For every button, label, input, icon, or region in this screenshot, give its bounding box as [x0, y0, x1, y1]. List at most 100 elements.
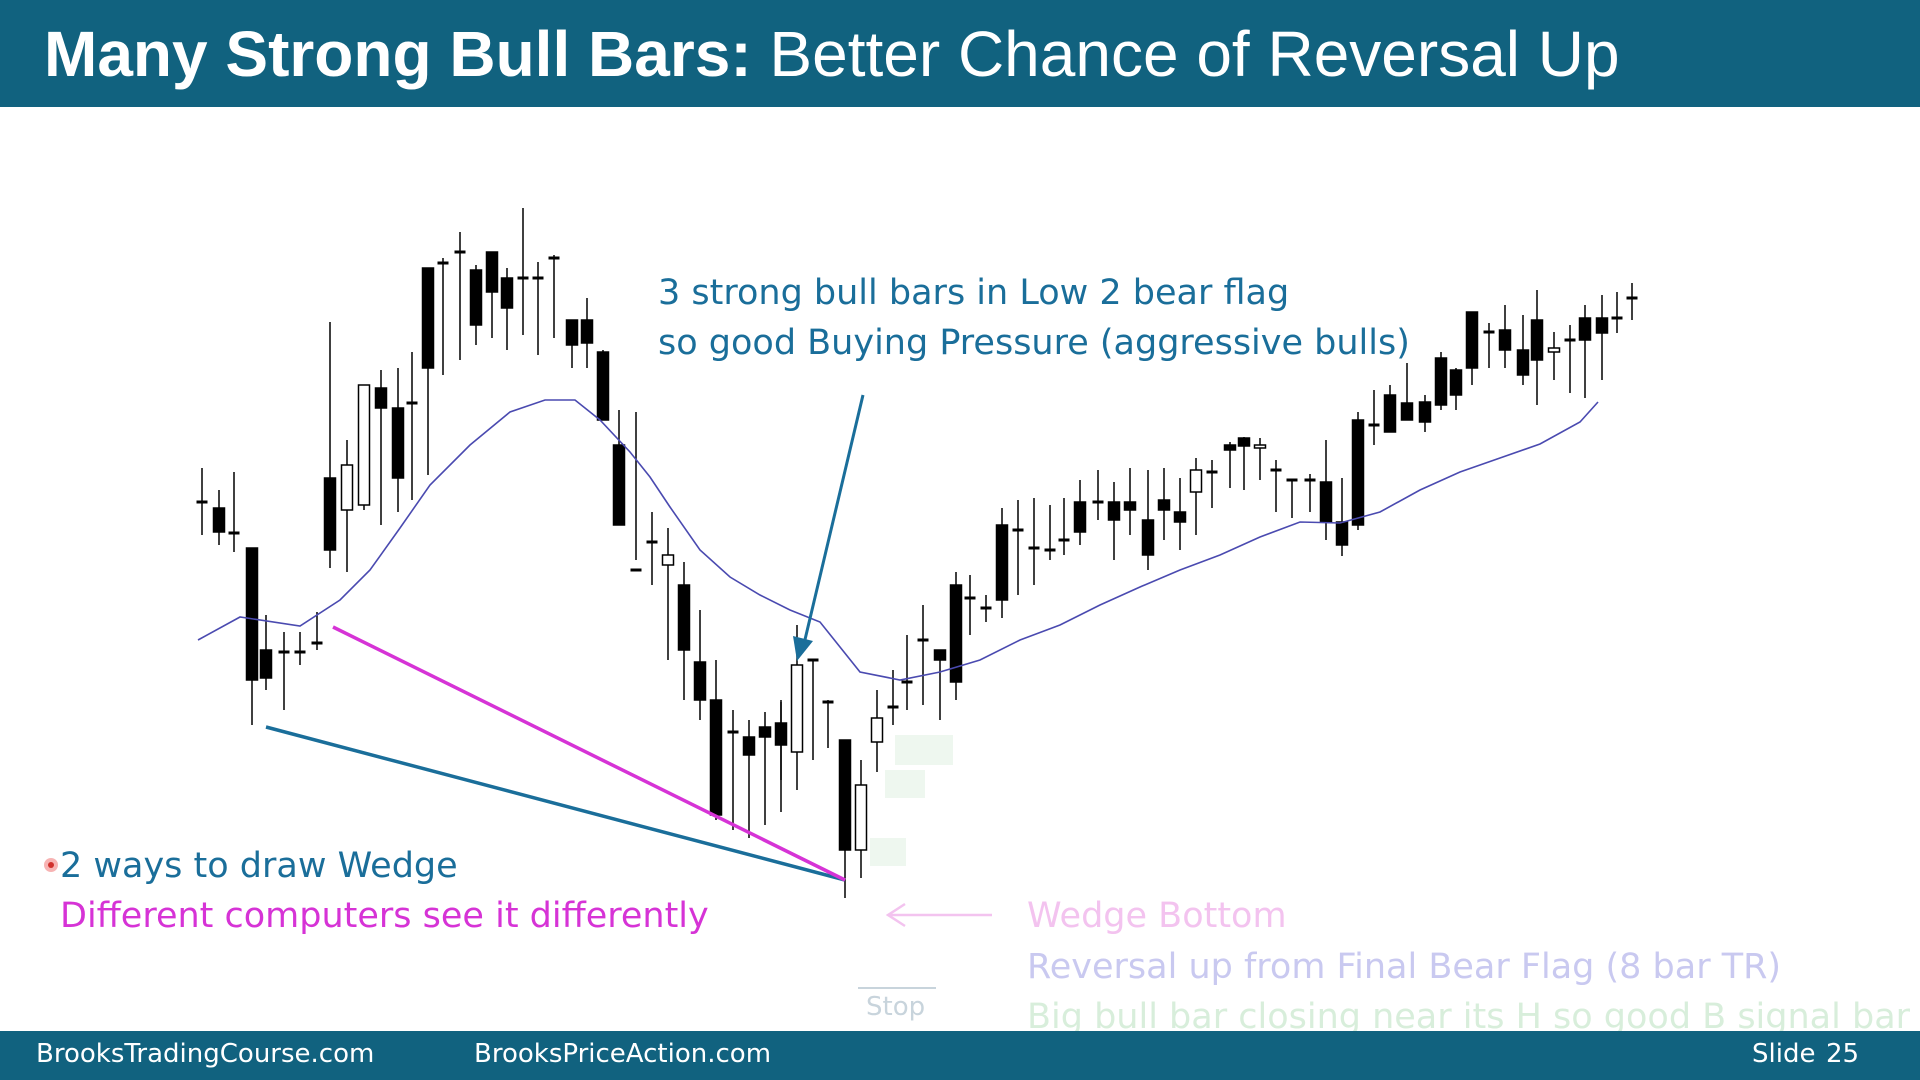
highlight-box: [885, 770, 925, 798]
down-arrow-icon: [793, 394, 865, 661]
footer-site-left: BrooksTradingCourse.com: [36, 1039, 375, 1069]
candle: [1206, 460, 1218, 508]
candle: [1044, 505, 1056, 560]
candle: [196, 468, 208, 535]
candle: [1611, 292, 1623, 333]
candles-layer: [196, 208, 1638, 898]
candle: [995, 508, 1009, 618]
candle-body: [1400, 402, 1414, 421]
candle: [854, 760, 868, 878]
candle: [1141, 470, 1155, 570]
wedge-computers-note: Different computers see it differently: [60, 896, 709, 936]
candle: [964, 575, 976, 635]
buying-pressure-note-line1: 3 strong bull bars in Low 2 bear flag: [658, 273, 1290, 313]
candle: [1237, 437, 1251, 490]
candle: [1626, 283, 1638, 320]
candle: [245, 547, 259, 725]
candle: [933, 649, 947, 720]
candle-body: [1465, 311, 1479, 369]
candle-body: [1253, 444, 1267, 449]
wedge-ways-note: 2 ways to draw Wedge: [60, 846, 458, 886]
candle: [1012, 500, 1024, 595]
candle: [1449, 368, 1463, 410]
candle: [807, 658, 819, 760]
candle: [1319, 440, 1333, 540]
candle: [980, 595, 992, 622]
candle-body: [1578, 317, 1592, 341]
slide-header: Many Strong Bull Bars: Better Chance of …: [0, 0, 1920, 107]
candle-body: [1073, 501, 1087, 533]
candle-body: [612, 444, 626, 526]
candle-body: [469, 269, 483, 326]
candle-body: [357, 384, 371, 506]
slide-title: Many Strong Bull Bars: Better Chance of …: [44, 14, 1620, 94]
candle-body: [1498, 329, 1512, 351]
candle-body: [1173, 511, 1187, 523]
candle: [1189, 458, 1203, 535]
candle: [500, 268, 514, 350]
candle: [374, 370, 388, 525]
left-arrow-icon: [885, 902, 992, 928]
candle: [822, 700, 834, 748]
candle: [1434, 352, 1448, 410]
candle-body: [485, 251, 499, 293]
buying-pressure-note-line2: so good Buying Pressure (aggressive bull…: [658, 323, 1410, 363]
candlestick-chart: [196, 208, 1638, 928]
candle: [774, 700, 788, 812]
candle: [1400, 363, 1414, 421]
candle: [421, 267, 435, 475]
candle-body: [1107, 501, 1121, 521]
footer-site-center: BrooksPriceAction.com: [474, 1039, 772, 1069]
candle: [1335, 478, 1349, 556]
candle-body: [693, 661, 707, 701]
candle: [1286, 478, 1298, 518]
candle: [1058, 498, 1070, 555]
candle: [838, 739, 852, 898]
candle: [661, 528, 675, 660]
faint-highlight-boxes: [870, 735, 953, 866]
candle: [391, 368, 405, 512]
candle: [1092, 470, 1104, 520]
candle: [630, 412, 642, 572]
candle: [532, 262, 544, 355]
candle-body: [709, 699, 723, 816]
wedge-line-magenta: [332, 625, 846, 882]
slide-title-bold: Many Strong Bull Bars:: [44, 18, 752, 90]
candle: [580, 298, 594, 368]
candle-body: [790, 664, 804, 753]
candle-body: [259, 649, 273, 679]
candle-body: [421, 267, 435, 369]
candle: [1270, 460, 1282, 512]
candle-body: [391, 407, 405, 479]
candle-body: [1237, 437, 1251, 447]
candle: [454, 232, 466, 360]
candle: [1351, 412, 1365, 530]
candle-body: [340, 464, 354, 511]
slide-footer: BrooksTradingCourse.com BrooksPriceActio…: [0, 1031, 1920, 1080]
stop-line: [858, 987, 936, 989]
candle-body: [1530, 319, 1544, 361]
highlight-box: [895, 735, 953, 765]
candle: [727, 710, 739, 830]
candle: [469, 265, 483, 345]
candle: [311, 612, 323, 650]
candle-body: [677, 584, 691, 651]
candle: [693, 610, 707, 720]
candle: [548, 255, 560, 338]
candle: [1028, 498, 1040, 585]
candle-body: [1418, 401, 1432, 423]
candle: [612, 410, 626, 526]
candle: [1498, 305, 1512, 368]
stop-label: Stop: [866, 992, 926, 1022]
candle: [758, 712, 772, 825]
candle: [1418, 395, 1432, 432]
candle: [1516, 315, 1530, 385]
candle-body: [1335, 521, 1349, 546]
candle-body: [565, 319, 579, 346]
candle-body: [758, 726, 772, 738]
candle: [1368, 390, 1380, 445]
candle: [1073, 480, 1087, 545]
candle: [1123, 468, 1137, 535]
candle: [323, 322, 337, 568]
candle: [1530, 290, 1544, 405]
